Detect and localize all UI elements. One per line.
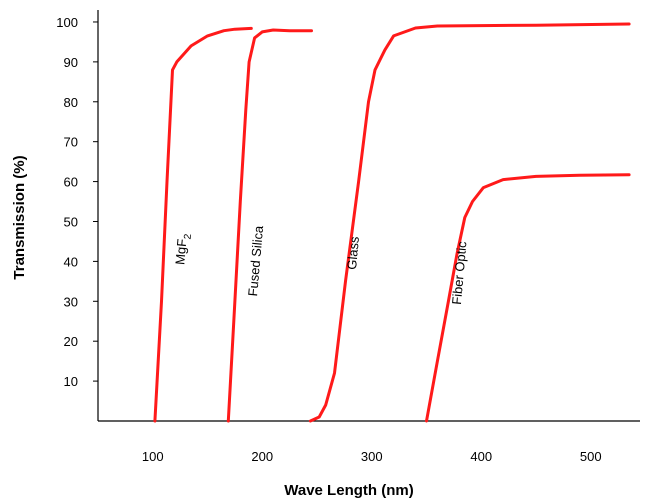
curve-label-subscript: 2: [183, 233, 194, 240]
y-axis-title: Transmission (%): [11, 155, 28, 279]
curve-label: Fused Silica: [245, 224, 266, 297]
y-tick-label: 50: [64, 214, 78, 229]
transmission-curve: [226, 28, 313, 423]
x-tick-label: 100: [142, 449, 164, 464]
x-ticks: 100 200 300 400 500: [142, 449, 602, 464]
x-tick-label: 200: [251, 449, 273, 464]
transmission-curve: [308, 22, 631, 423]
x-tick-label: 300: [361, 449, 383, 464]
y-tick-label: 100: [56, 15, 78, 30]
x-axis-title: Wave Length (nm): [284, 482, 413, 499]
transmission-curve: [153, 26, 253, 423]
y-tick-label: 80: [64, 95, 78, 110]
curve-labels: MgF2 Fused Silica Glass Fiber Optic: [172, 224, 469, 305]
y-tick-label: 30: [64, 294, 78, 309]
curve-label: Glass: [344, 235, 362, 270]
x-tick-label: 400: [470, 449, 492, 464]
curve-label: MgF2: [172, 232, 194, 266]
y-tick-label: 20: [64, 334, 78, 349]
x-tick-label: 500: [580, 449, 602, 464]
axes: [97, 10, 640, 422]
y-tick-label: 40: [64, 254, 78, 269]
y-tick-label: 10: [64, 374, 78, 389]
y-tick-label: 70: [64, 135, 78, 150]
curve-label: Fiber Optic: [449, 240, 470, 305]
transmission-curve: [425, 173, 631, 423]
y-tick-label: 90: [64, 55, 78, 70]
curves: [153, 22, 631, 423]
y-tick-label: 60: [64, 175, 78, 190]
y-ticks: 10 20 30 40 50 60 70 80 90 100: [56, 15, 98, 389]
